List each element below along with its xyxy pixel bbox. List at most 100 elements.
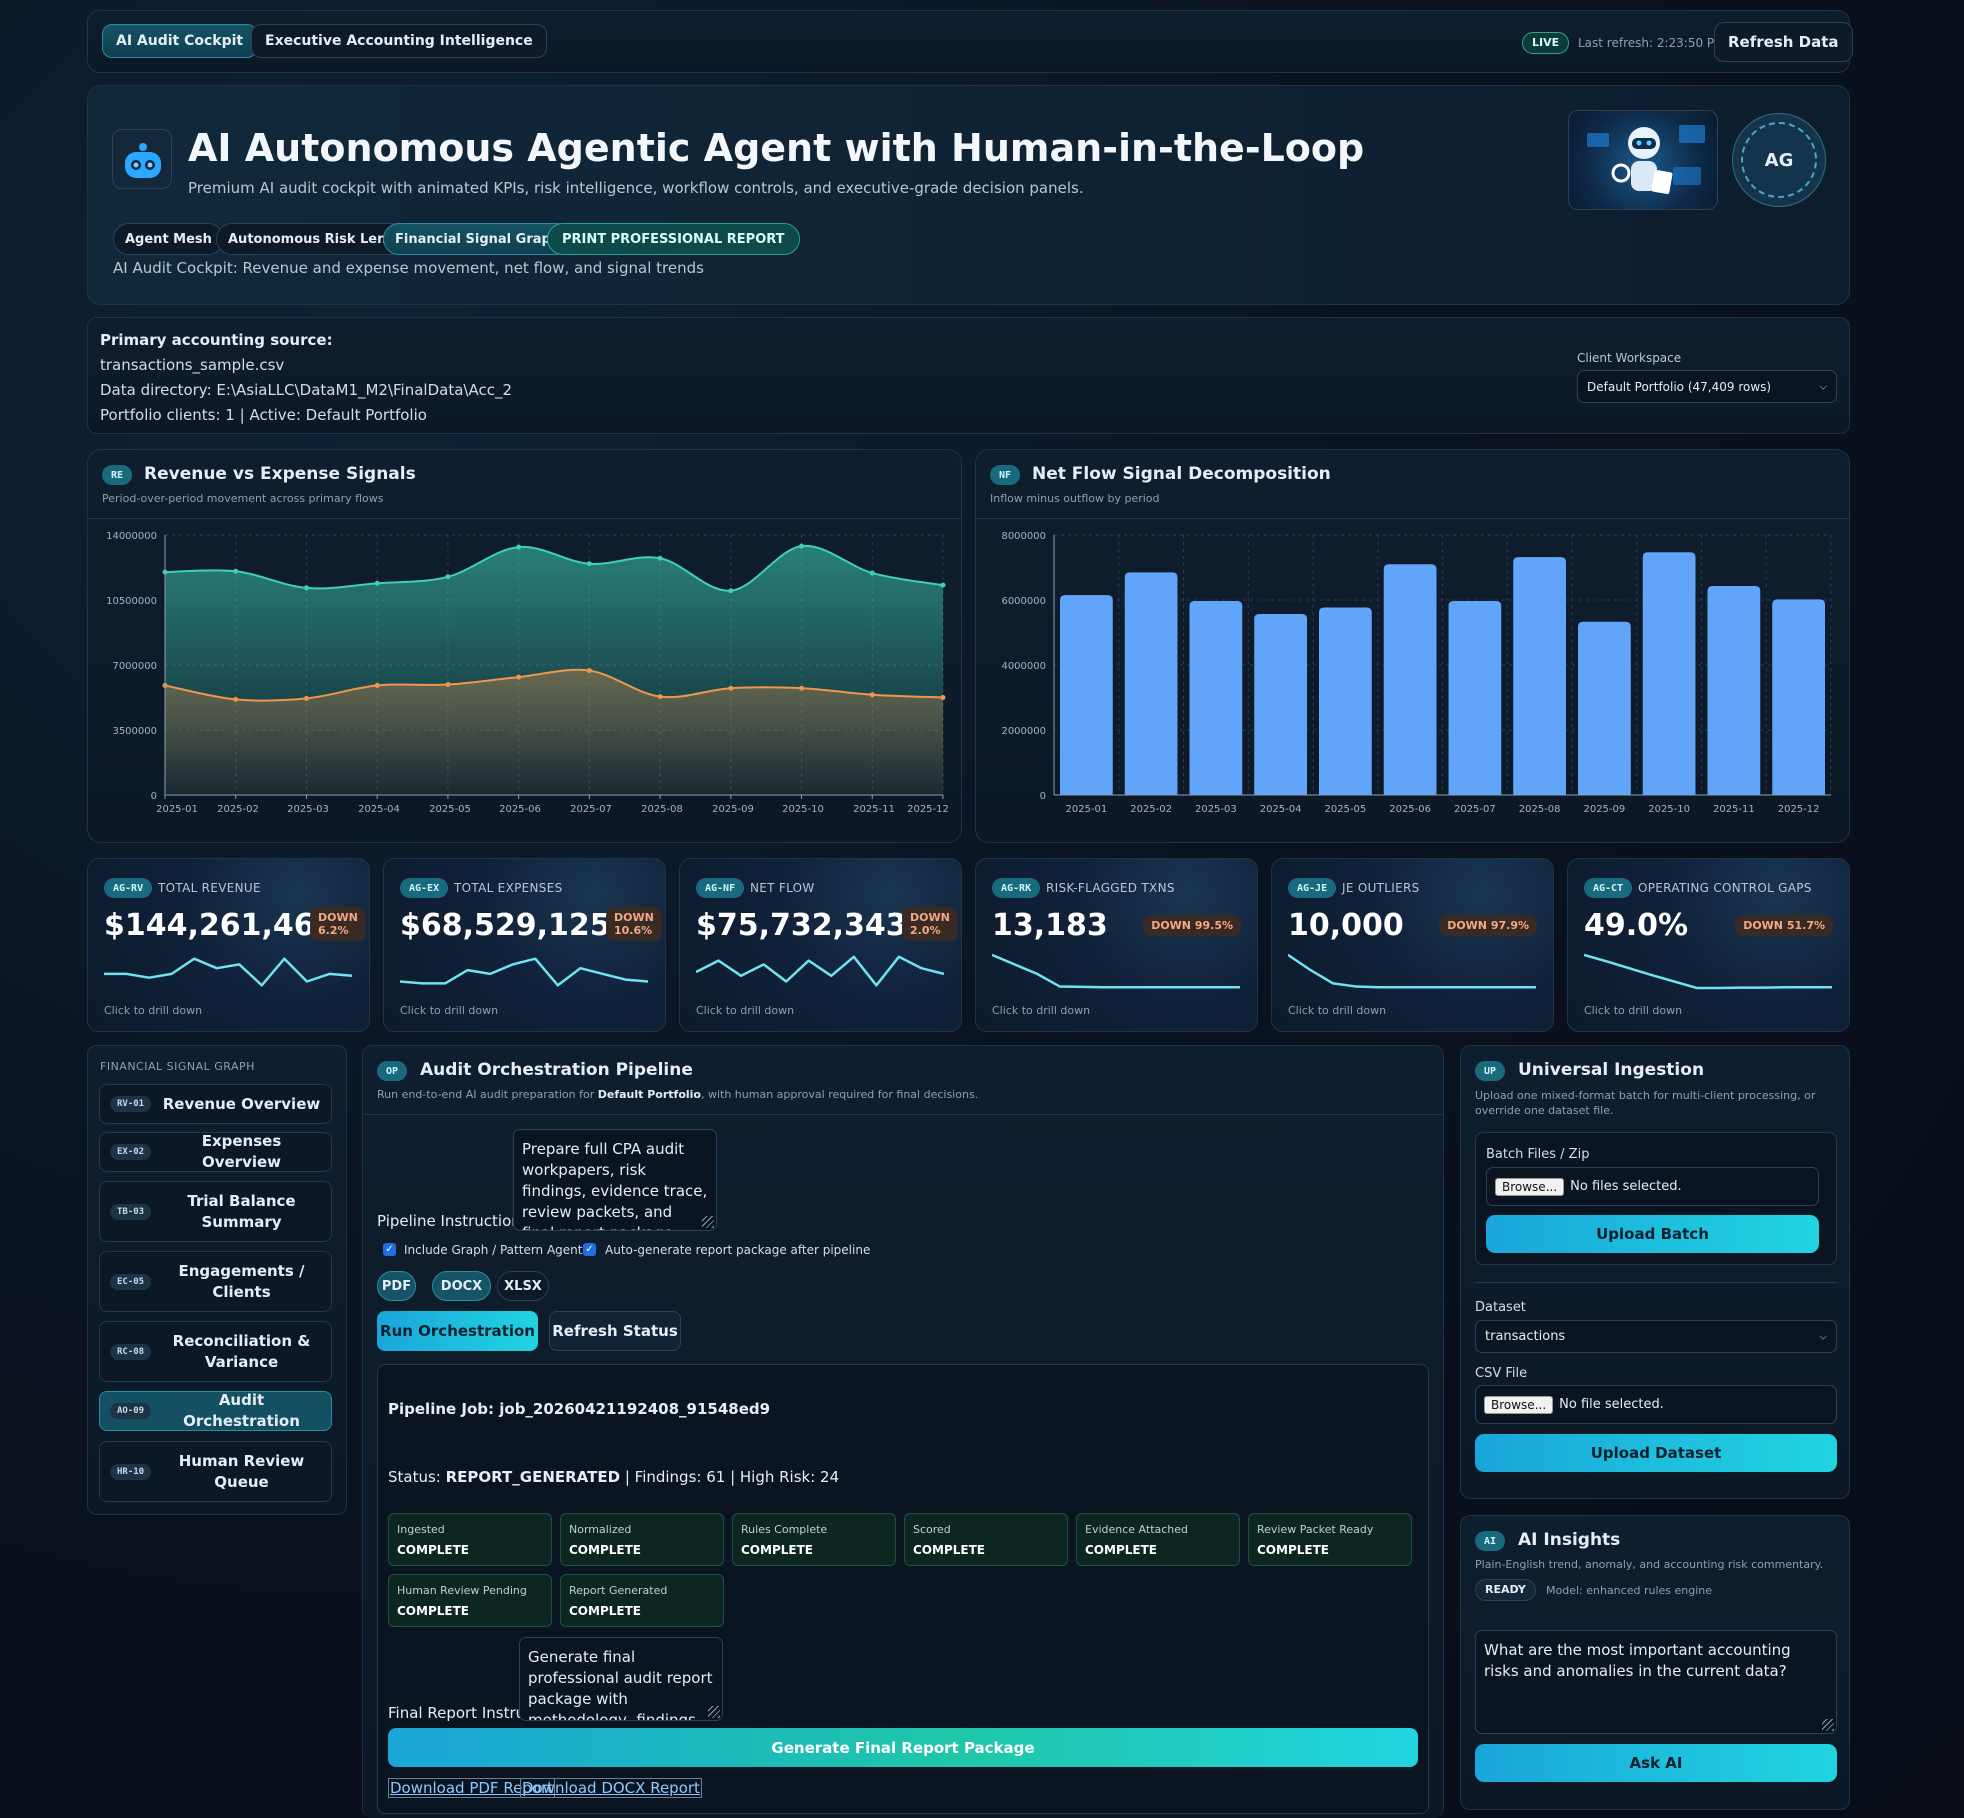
y-tick-label: 2000000 <box>1001 726 1046 737</box>
bar <box>1448 600 1502 795</box>
refresh-data-button[interactable]: Refresh Data <box>1714 22 1853 62</box>
dataset-select[interactable]: transactions ⌵ <box>1475 1320 1837 1353</box>
chart2-subtitle: Inflow minus outflow by period <box>990 492 1160 505</box>
ingestion-panel: UP Universal Ingestion Upload one mixed-… <box>1460 1045 1850 1499</box>
source-panel: Primary accounting source: transactions_… <box>87 317 1850 434</box>
batch-browse-button[interactable]: Browse... <box>1495 1177 1565 1196</box>
format-pdf-toggle[interactable]: PDF <box>377 1271 416 1301</box>
sidebar-item-label: Reconciliation & Variance <box>172 1331 311 1371</box>
kpi-change-percent: 6.2% <box>318 924 349 937</box>
tab-ai-audit-cockpit[interactable]: AI Audit Cockpit <box>102 24 258 58</box>
x-tick-label: 2025-09 <box>712 804 754 815</box>
kpi-drill-link[interactable]: Click to drill down <box>696 1004 795 1017</box>
kpi-card[interactable]: AG-RV TOTAL REVENUE $144,261,467 DOWN 6.2% Cl… <box>87 858 370 1032</box>
bar <box>1707 586 1761 795</box>
final-report-textarea[interactable]: Generate final professional audit report… <box>519 1637 723 1721</box>
y-tick-label: 7000000 <box>112 661 157 672</box>
sidebar-item[interactable]: EC-05 Engagements / Clients <box>99 1251 332 1312</box>
csv-browse-button[interactable]: Browse... <box>1484 1395 1554 1414</box>
auto-generate-label: Auto-generate report package after pipel… <box>605 1243 871 1257</box>
chart1-subtitle: Period-over-period movement across prima… <box>102 492 384 505</box>
kpi-change-direction: DOWN 97.9% <box>1447 919 1529 932</box>
x-tick-label: 2025-08 <box>1519 804 1561 815</box>
resize-grip-icon[interactable] <box>708 1706 720 1718</box>
kpi-card[interactable]: AG-EX TOTAL EXPENSES $68,529,125 DOWN 10.6% C… <box>383 858 666 1032</box>
sidebar-item-label: Revenue Overview <box>162 1094 321 1113</box>
kpi-card[interactable]: AG-JE JE OUTLIERS 10,000 DOWN 97.9% Click to… <box>1271 858 1554 1032</box>
bar <box>1189 600 1243 795</box>
sidebar-item[interactable]: HR-10 Human Review Queue <box>99 1441 332 1502</box>
sidebar-item-label: Audit Orchestration <box>183 1391 300 1430</box>
kpi-drill-link[interactable]: Click to drill down <box>104 1004 203 1017</box>
download-docx-link[interactable]: Download DOCX Report <box>520 1778 702 1798</box>
kpi-change-badge: DOWN 51.7% <box>1735 915 1833 936</box>
kpi-card[interactable]: AG-RK RISK-FLAGGED TXNS 13,183 DOWN 99.5% Cl… <box>975 858 1258 1032</box>
kpi-drill-link[interactable]: Click to drill down <box>1584 1004 1683 1017</box>
kpi-value: $75,732,343 <box>696 908 907 943</box>
robot-logo-icon <box>112 129 172 189</box>
x-tick-label: 2025-07 <box>570 804 612 815</box>
sidebar-item[interactable]: AO-09 Audit Orchestration <box>99 1391 332 1431</box>
data-point <box>657 555 663 561</box>
stage-name: Evidence Attached <box>1085 1523 1189 1536</box>
stage-name: Ingested <box>397 1523 445 1536</box>
sidebar-item[interactable]: TB-03 Trial Balance Summary <box>99 1181 332 1242</box>
ask-ai-button[interactable]: Ask AI <box>1475 1744 1837 1782</box>
resize-grip-icon[interactable] <box>1822 1719 1834 1731</box>
kpi-sparkline <box>992 953 1240 989</box>
refresh-status-button[interactable]: Refresh Status <box>549 1311 681 1351</box>
last-refresh-text: Last refresh: 2:23:50 PM <box>1578 36 1725 50</box>
download-pdf-link[interactable]: Download PDF Report <box>388 1778 556 1798</box>
run-orchestration-button[interactable]: Run Orchestration <box>377 1311 538 1351</box>
y-tick-label: 4000000 <box>1001 661 1046 672</box>
kpi-card[interactable]: AG-CT OPERATING CONTROL GAPS 49.0% DOWN 51.… <box>1567 858 1850 1032</box>
kpi-change-direction: DOWN <box>910 911 950 924</box>
kpi-drill-link[interactable]: Click to drill down <box>992 1004 1091 1017</box>
pipeline-instruction-textarea[interactable]: Prepare full CPA audit workpapers, risk … <box>513 1129 717 1231</box>
workspace-select[interactable]: Default Portfolio (47,409 rows) ⌵ <box>1577 370 1837 403</box>
tab-executive-accounting-intelligence[interactable]: Executive Accounting Intelligence <box>251 24 547 58</box>
batch-file-input[interactable]: Browse... No files selected. <box>1486 1167 1819 1206</box>
csv-file-label: CSV File <box>1475 1366 1528 1381</box>
kpi-change-percent: 2.0% <box>910 924 941 937</box>
sidebar-item[interactable]: RV-01 Revenue Overview <box>99 1084 332 1124</box>
auto-generate-checkbox[interactable]: ✓ <box>583 1243 596 1256</box>
kpi-tag: AG-RV <box>104 878 153 898</box>
pipeline-stage-card: Human Review Pending COMPLETE <box>388 1574 552 1627</box>
generate-final-report-button[interactable]: Generate Final Report Package <box>388 1728 1418 1767</box>
kpi-change-badge: DOWN 99.5% <box>1143 915 1241 936</box>
kpi-drill-link[interactable]: Click to drill down <box>400 1004 499 1017</box>
data-point <box>445 574 451 580</box>
kpi-tag: AG-EX <box>400 878 449 898</box>
kpi-sparkline-line <box>1584 953 1832 990</box>
chip-financial-signal-graph[interactable]: Financial Signal Graph <box>383 223 573 255</box>
upload-dataset-button[interactable]: Upload Dataset <box>1475 1434 1837 1472</box>
final-report-label: Final Report Instruction <box>388 1704 563 1722</box>
chip-autonomous-risk-lens[interactable]: Autonomous Risk Lens <box>216 223 407 255</box>
sidebar-item[interactable]: EX-02 Expenses Overview <box>99 1132 332 1172</box>
sidebar-item[interactable]: RC-08 Reconciliation & Variance <box>99 1321 332 1382</box>
chip-agent-mesh[interactable]: Agent Mesh <box>113 223 224 255</box>
sidebar-item-code: HR-10 <box>110 1463 152 1480</box>
upload-batch-button[interactable]: Upload Batch <box>1486 1215 1819 1253</box>
data-point <box>869 570 875 576</box>
data-point <box>657 694 663 700</box>
ai-question-textarea[interactable]: What are the most important accounting r… <box>1475 1630 1837 1734</box>
y-tick-label: 0 <box>151 791 157 802</box>
csv-file-input[interactable]: Browse... No file selected. <box>1475 1385 1837 1424</box>
sidebar-item-code: EX-02 <box>110 1144 152 1160</box>
y-tick-label: 3500000 <box>112 726 157 737</box>
kpi-change-percent: 10.6% <box>614 924 653 937</box>
kpi-drill-link[interactable]: Click to drill down <box>1288 1004 1387 1017</box>
resize-grip-icon[interactable] <box>702 1216 714 1228</box>
include-graph-checkbox[interactable]: ✓ <box>383 1243 396 1256</box>
kpi-sparkline <box>696 955 944 987</box>
avatar[interactable]: AG <box>1732 113 1826 207</box>
format-xlsx-toggle[interactable]: XLSX <box>497 1271 549 1301</box>
print-professional-report-button[interactable]: PRINT PROFESSIONAL REPORT <box>547 223 800 255</box>
format-docx-toggle[interactable]: DOCX <box>432 1271 491 1301</box>
kpi-card[interactable]: AG-NF NET FLOW $75,732,343 DOWN 2.0% Click to… <box>679 858 962 1032</box>
hero-panel: AI Autonomous Agentic Agent with Human-i… <box>87 85 1850 305</box>
sidebar-item-label: Human Review Queue <box>178 1451 305 1491</box>
stage-name: Normalized <box>569 1523 632 1536</box>
